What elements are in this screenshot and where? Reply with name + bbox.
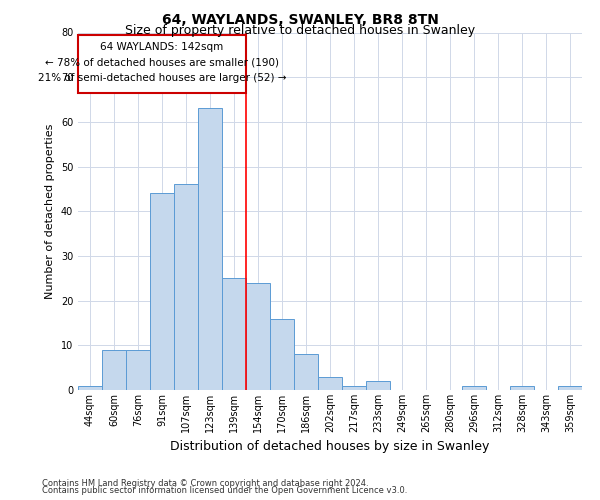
X-axis label: Distribution of detached houses by size in Swanley: Distribution of detached houses by size … <box>170 440 490 454</box>
Text: Size of property relative to detached houses in Swanley: Size of property relative to detached ho… <box>125 24 475 37</box>
Bar <box>126 350 150 390</box>
Bar <box>342 386 366 390</box>
FancyBboxPatch shape <box>78 34 246 93</box>
Bar <box>150 194 174 390</box>
Bar <box>294 354 318 390</box>
Bar <box>102 350 126 390</box>
Bar <box>222 278 246 390</box>
Text: 64 WAYLANDS: 142sqm: 64 WAYLANDS: 142sqm <box>100 42 224 52</box>
Bar <box>174 184 198 390</box>
Bar <box>246 283 270 390</box>
Bar <box>270 318 294 390</box>
Bar <box>78 386 102 390</box>
Bar <box>462 386 486 390</box>
Text: Contains public sector information licensed under the Open Government Licence v3: Contains public sector information licen… <box>42 486 407 495</box>
Bar <box>318 376 342 390</box>
Y-axis label: Number of detached properties: Number of detached properties <box>45 124 55 299</box>
Bar <box>198 108 222 390</box>
Bar <box>510 386 534 390</box>
Bar <box>558 386 582 390</box>
Bar <box>366 381 390 390</box>
Text: ← 78% of detached houses are smaller (190): ← 78% of detached houses are smaller (19… <box>45 57 279 67</box>
Text: Contains HM Land Registry data © Crown copyright and database right 2024.: Contains HM Land Registry data © Crown c… <box>42 478 368 488</box>
Text: 21% of semi-detached houses are larger (52) →: 21% of semi-detached houses are larger (… <box>38 72 286 83</box>
Text: 64, WAYLANDS, SWANLEY, BR8 8TN: 64, WAYLANDS, SWANLEY, BR8 8TN <box>161 12 439 26</box>
